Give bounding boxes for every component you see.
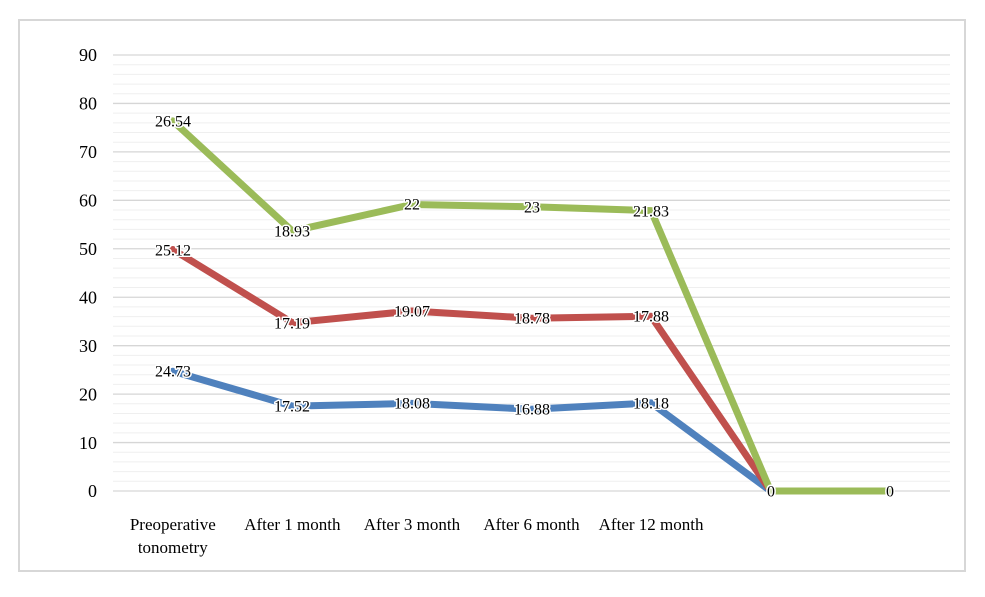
x-axis-category-label: After 12 month [599,515,704,534]
y-axis-tick-label: 40 [79,287,97,307]
data-label: 24.73 [155,364,191,381]
data-label: 0 [767,484,775,501]
data-label: 23 [524,200,540,217]
data-label: 25.12 [155,243,191,260]
y-axis-tick-label: 80 [79,94,97,114]
chart-border [18,19,966,572]
y-axis-tick-label: 20 [79,384,97,404]
x-axis-category-label: Preoperative [130,515,216,534]
x-axis-category-label: After 1 month [244,515,341,534]
data-label: 16.88 [514,402,550,419]
data-label: 21.83 [633,204,669,221]
data-label: 26.54 [155,114,191,131]
data-label: 17.88 [633,309,669,326]
y-axis-tick-label: 70 [79,142,97,162]
x-axis-category-label: After 3 month [364,515,461,534]
data-label: 22 [404,197,420,214]
data-label: 0 [886,484,894,501]
x-axis-category-label: After 6 month [483,515,580,534]
data-label: 18.93 [274,224,310,241]
data-label: 19.07 [394,304,430,321]
y-axis-tick-label: 60 [79,191,97,211]
data-label: 18.18 [633,396,669,413]
y-axis-tick-label: 10 [79,433,97,453]
y-axis-tick-label: 0 [88,481,97,501]
data-label: 18.78 [514,311,550,328]
y-axis-tick-label: 90 [79,45,97,65]
y-axis-tick-label: 30 [79,336,97,356]
series-line-green [169,117,894,495]
y-axis-tick-label: 50 [79,239,97,259]
x-axis-category-label: tonometry [138,538,208,557]
data-label: 17.52 [274,399,310,416]
data-label: 17.19 [274,316,310,333]
data-label: 18.08 [394,396,430,413]
